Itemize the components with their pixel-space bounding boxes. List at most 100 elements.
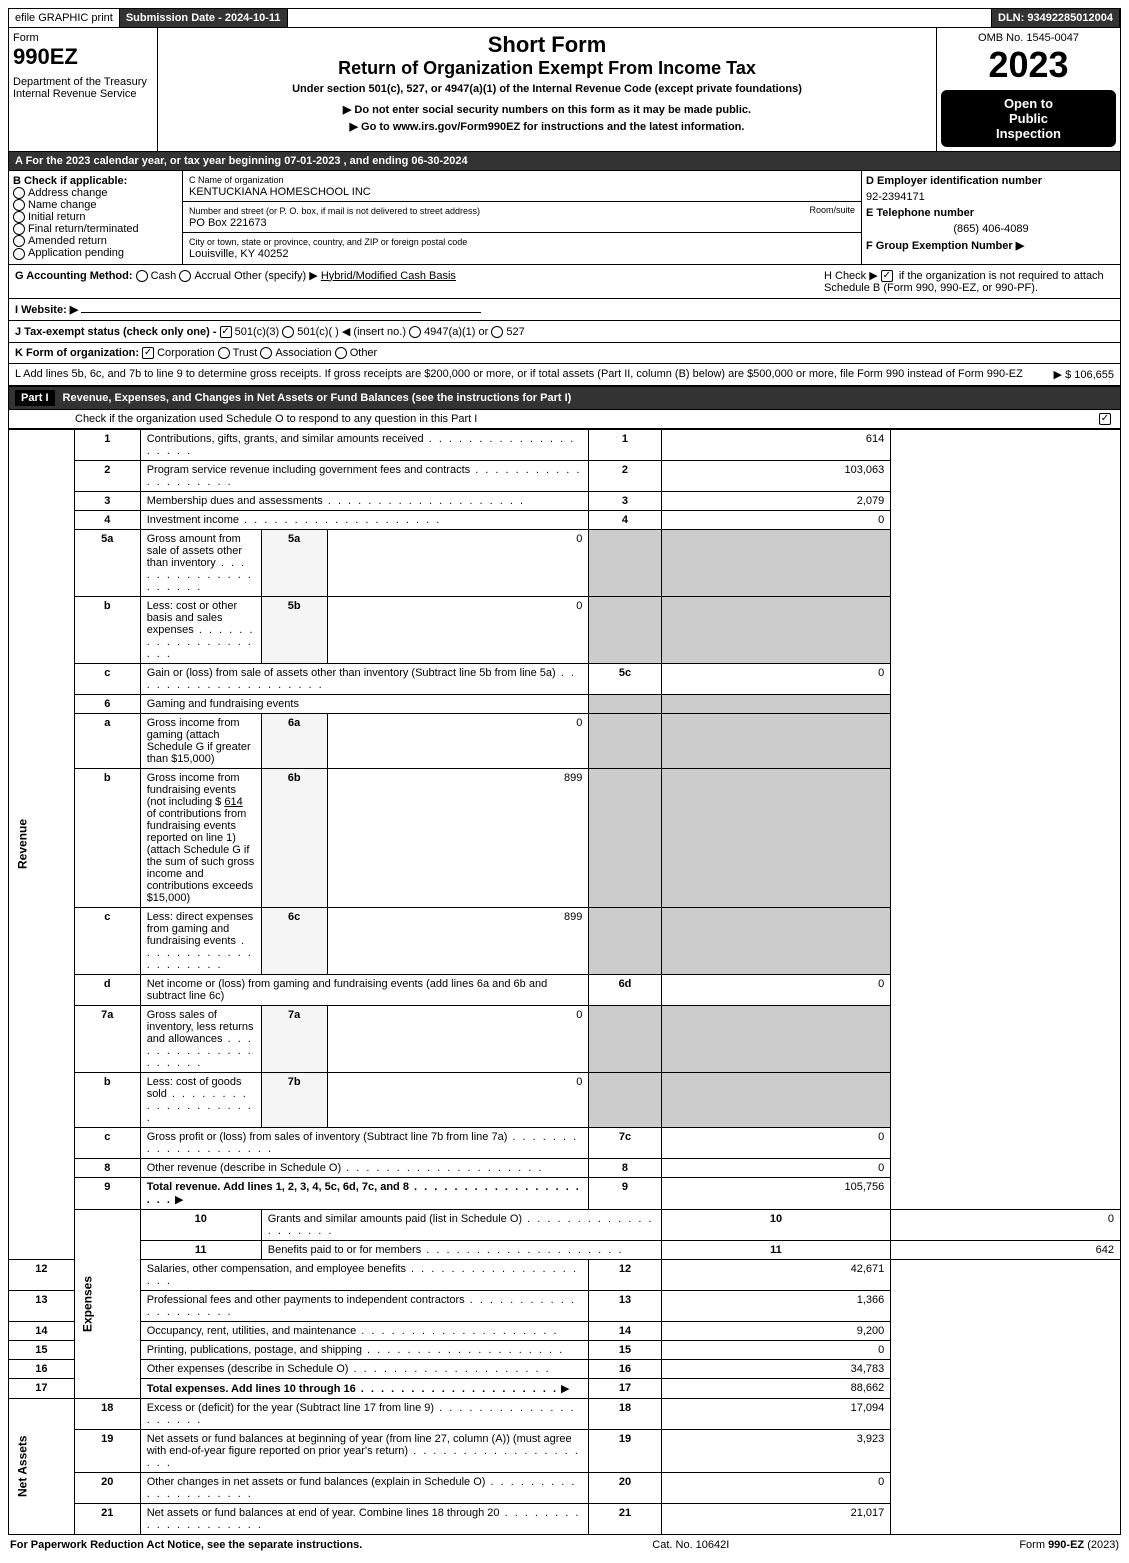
- page-footer: For Paperwork Reduction Act Notice, see …: [8, 1535, 1121, 1555]
- title-short-form: Short Form: [162, 32, 932, 58]
- ein-label: D Employer identification number: [866, 175, 1116, 187]
- line-14: 14Occupancy, rent, utilities, and mainte…: [9, 1321, 1121, 1340]
- line-5a: 5aGross amount from sale of assets other…: [9, 529, 1121, 596]
- footer-right: Form 990-EZ (2023): [1019, 1539, 1119, 1551]
- footer-center: Cat. No. 10642I: [652, 1539, 729, 1551]
- check-501c3[interactable]: [220, 326, 232, 338]
- check-address-change[interactable]: Address change: [13, 187, 178, 199]
- subtitle-ssn: ▶ Do not enter social security numbers o…: [162, 103, 932, 116]
- check-corporation[interactable]: [142, 347, 154, 359]
- footer-left: For Paperwork Reduction Act Notice, see …: [10, 1539, 362, 1551]
- line-13: 13Professional fees and other payments t…: [9, 1290, 1121, 1321]
- org-street-label: Number and street (or P. O. box, if mail…: [189, 206, 480, 216]
- top-bar: efile GRAPHIC print Submission Date - 20…: [8, 8, 1121, 28]
- dln: DLN: 93492285012004: [992, 9, 1120, 27]
- org-city-label: City or town, state or province, country…: [189, 237, 467, 247]
- check-name-change[interactable]: Name change: [13, 199, 178, 211]
- check-527[interactable]: [491, 326, 503, 338]
- inspection-inspection: Inspection: [947, 126, 1110, 141]
- line-9: 9Total revenue. Add lines 1, 2, 3, 4, 5c…: [9, 1177, 1121, 1209]
- check-cash[interactable]: [136, 270, 148, 282]
- org-name-label: C Name of organization: [189, 175, 284, 185]
- vtab-revenue: Revenue: [9, 429, 75, 1259]
- check-initial-return[interactable]: Initial return: [13, 211, 178, 223]
- line-6d: dNet income or (loss) from gaming and fu…: [9, 974, 1121, 1005]
- row-a-tax-year: A For the 2023 calendar year, or tax yea…: [8, 152, 1121, 171]
- row-g: G Accounting Method: Cash Accrual Other …: [15, 269, 456, 294]
- line-4: 4Investment income 40: [9, 510, 1121, 529]
- header-left: Form 990EZ Department of the Treasury In…: [9, 28, 158, 151]
- line-17: 17Total expenses. Add lines 10 through 1…: [9, 1378, 1121, 1398]
- part1-label: Part I: [15, 390, 55, 406]
- line-19: 19Net assets or fund balances at beginni…: [9, 1429, 1121, 1472]
- check-amended-return[interactable]: Amended return: [13, 235, 178, 247]
- check-schedule-b[interactable]: [881, 270, 893, 282]
- group-exemption-label: F Group Exemption Number ▶: [866, 239, 1116, 252]
- form-number: 990EZ: [13, 44, 153, 70]
- row-gh: G Accounting Method: Cash Accrual Other …: [8, 265, 1121, 299]
- irs-label: Internal Revenue Service: [13, 88, 153, 100]
- efile-print[interactable]: efile GRAPHIC print: [9, 9, 120, 27]
- line-18: Net Assets 18Excess or (deficit) for the…: [9, 1398, 1121, 1429]
- part1-title: Revenue, Expenses, and Changes in Net As…: [63, 392, 572, 404]
- line-1: Revenue 1Contributions, gifts, grants, a…: [9, 429, 1121, 460]
- check-trust[interactable]: [218, 347, 230, 359]
- part1-subtitle: Check if the organization used Schedule …: [75, 413, 477, 425]
- check-other-org[interactable]: [335, 347, 347, 359]
- ein-value: 92-2394171: [866, 191, 1116, 203]
- check-application-pending[interactable]: Application pending: [13, 247, 178, 259]
- col-b-check-applicable: B Check if applicable: Address change Na…: [9, 171, 183, 264]
- org-room-label: Room/suite: [809, 205, 855, 215]
- line-2: 2Program service revenue including gover…: [9, 460, 1121, 491]
- part1-header: Part I Revenue, Expenses, and Changes in…: [8, 386, 1121, 410]
- row-l-text: L Add lines 5b, 6c, and 7b to line 9 to …: [15, 368, 1034, 381]
- line-12: 12Salaries, other compensation, and empl…: [9, 1259, 1121, 1290]
- line-7b: bLess: cost of goods sold 7b0: [9, 1072, 1121, 1127]
- header-center: Short Form Return of Organization Exempt…: [158, 28, 937, 151]
- org-city-row: City or town, state or province, country…: [183, 233, 861, 263]
- tax-year: 2023: [941, 44, 1116, 86]
- line-11: 11Benefits paid to or for members 11642: [9, 1240, 1121, 1259]
- submission-date: Submission Date - 2024-10-11: [120, 9, 288, 27]
- tel-label: E Telephone number: [866, 207, 1116, 219]
- line-6b: b Gross income from fundraising events (…: [9, 768, 1121, 907]
- website-field[interactable]: [81, 312, 481, 313]
- row-h: H Check ▶ if the organization is not req…: [824, 269, 1114, 294]
- tel-value: (865) 406-4089: [866, 223, 1116, 235]
- org-name-row: C Name of organization KENTUCKIANA HOMES…: [183, 171, 861, 202]
- line-15: 15Printing, publications, postage, and s…: [9, 1340, 1121, 1359]
- row-l-amount: ▶ $ 106,655: [1054, 368, 1114, 381]
- check-schedule-o[interactable]: [1099, 413, 1111, 425]
- check-accrual[interactable]: [179, 270, 191, 282]
- line-7c: cGross profit or (loss) from sales of in…: [9, 1127, 1121, 1158]
- check-501c[interactable]: [282, 326, 294, 338]
- omb-number: OMB No. 1545-0047: [941, 32, 1116, 44]
- org-city: Louisville, KY 40252: [189, 248, 288, 260]
- check-final-return[interactable]: Final return/terminated: [13, 223, 178, 235]
- col-def: D Employer identification number 92-2394…: [862, 171, 1120, 264]
- line-5c: cGain or (loss) from sale of assets othe…: [9, 663, 1121, 694]
- line-8: 8Other revenue (describe in Schedule O) …: [9, 1158, 1121, 1177]
- form-word: Form: [13, 32, 153, 44]
- line-3: 3Membership dues and assessments 32,079: [9, 491, 1121, 510]
- form-header: Form 990EZ Department of the Treasury In…: [8, 28, 1121, 152]
- line-6: 6Gaming and fundraising events: [9, 694, 1121, 713]
- part1-subheader: Check if the organization used Schedule …: [8, 410, 1121, 429]
- org-street-row: Number and street (or P. O. box, if mail…: [183, 202, 861, 233]
- line-5b: bLess: cost or other basis and sales exp…: [9, 596, 1121, 663]
- row-k-form-org: K Form of organization: Corporation Trus…: [8, 343, 1121, 364]
- title-return: Return of Organization Exempt From Incom…: [162, 58, 932, 79]
- row-j-tax-exempt: J Tax-exempt status (check only one) - 5…: [8, 321, 1121, 343]
- inspection-box: Open to Public Inspection: [941, 90, 1116, 147]
- check-association[interactable]: [260, 347, 272, 359]
- check-4947[interactable]: [409, 326, 421, 338]
- row-i-website: I Website: ▶: [8, 299, 1121, 321]
- inspection-public: Public: [947, 111, 1110, 126]
- topbar-spacer: [288, 9, 993, 27]
- line-6c: cLess: direct expenses from gaming and f…: [9, 907, 1121, 974]
- vtab-expenses: Expenses: [74, 1209, 140, 1398]
- line-10: Expenses 10Grants and similar amounts pa…: [9, 1209, 1121, 1240]
- line-20: 20Other changes in net assets or fund ba…: [9, 1472, 1121, 1503]
- g-label: G Accounting Method:: [15, 270, 133, 282]
- org-name: KENTUCKIANA HOMESCHOOL INC: [189, 186, 371, 198]
